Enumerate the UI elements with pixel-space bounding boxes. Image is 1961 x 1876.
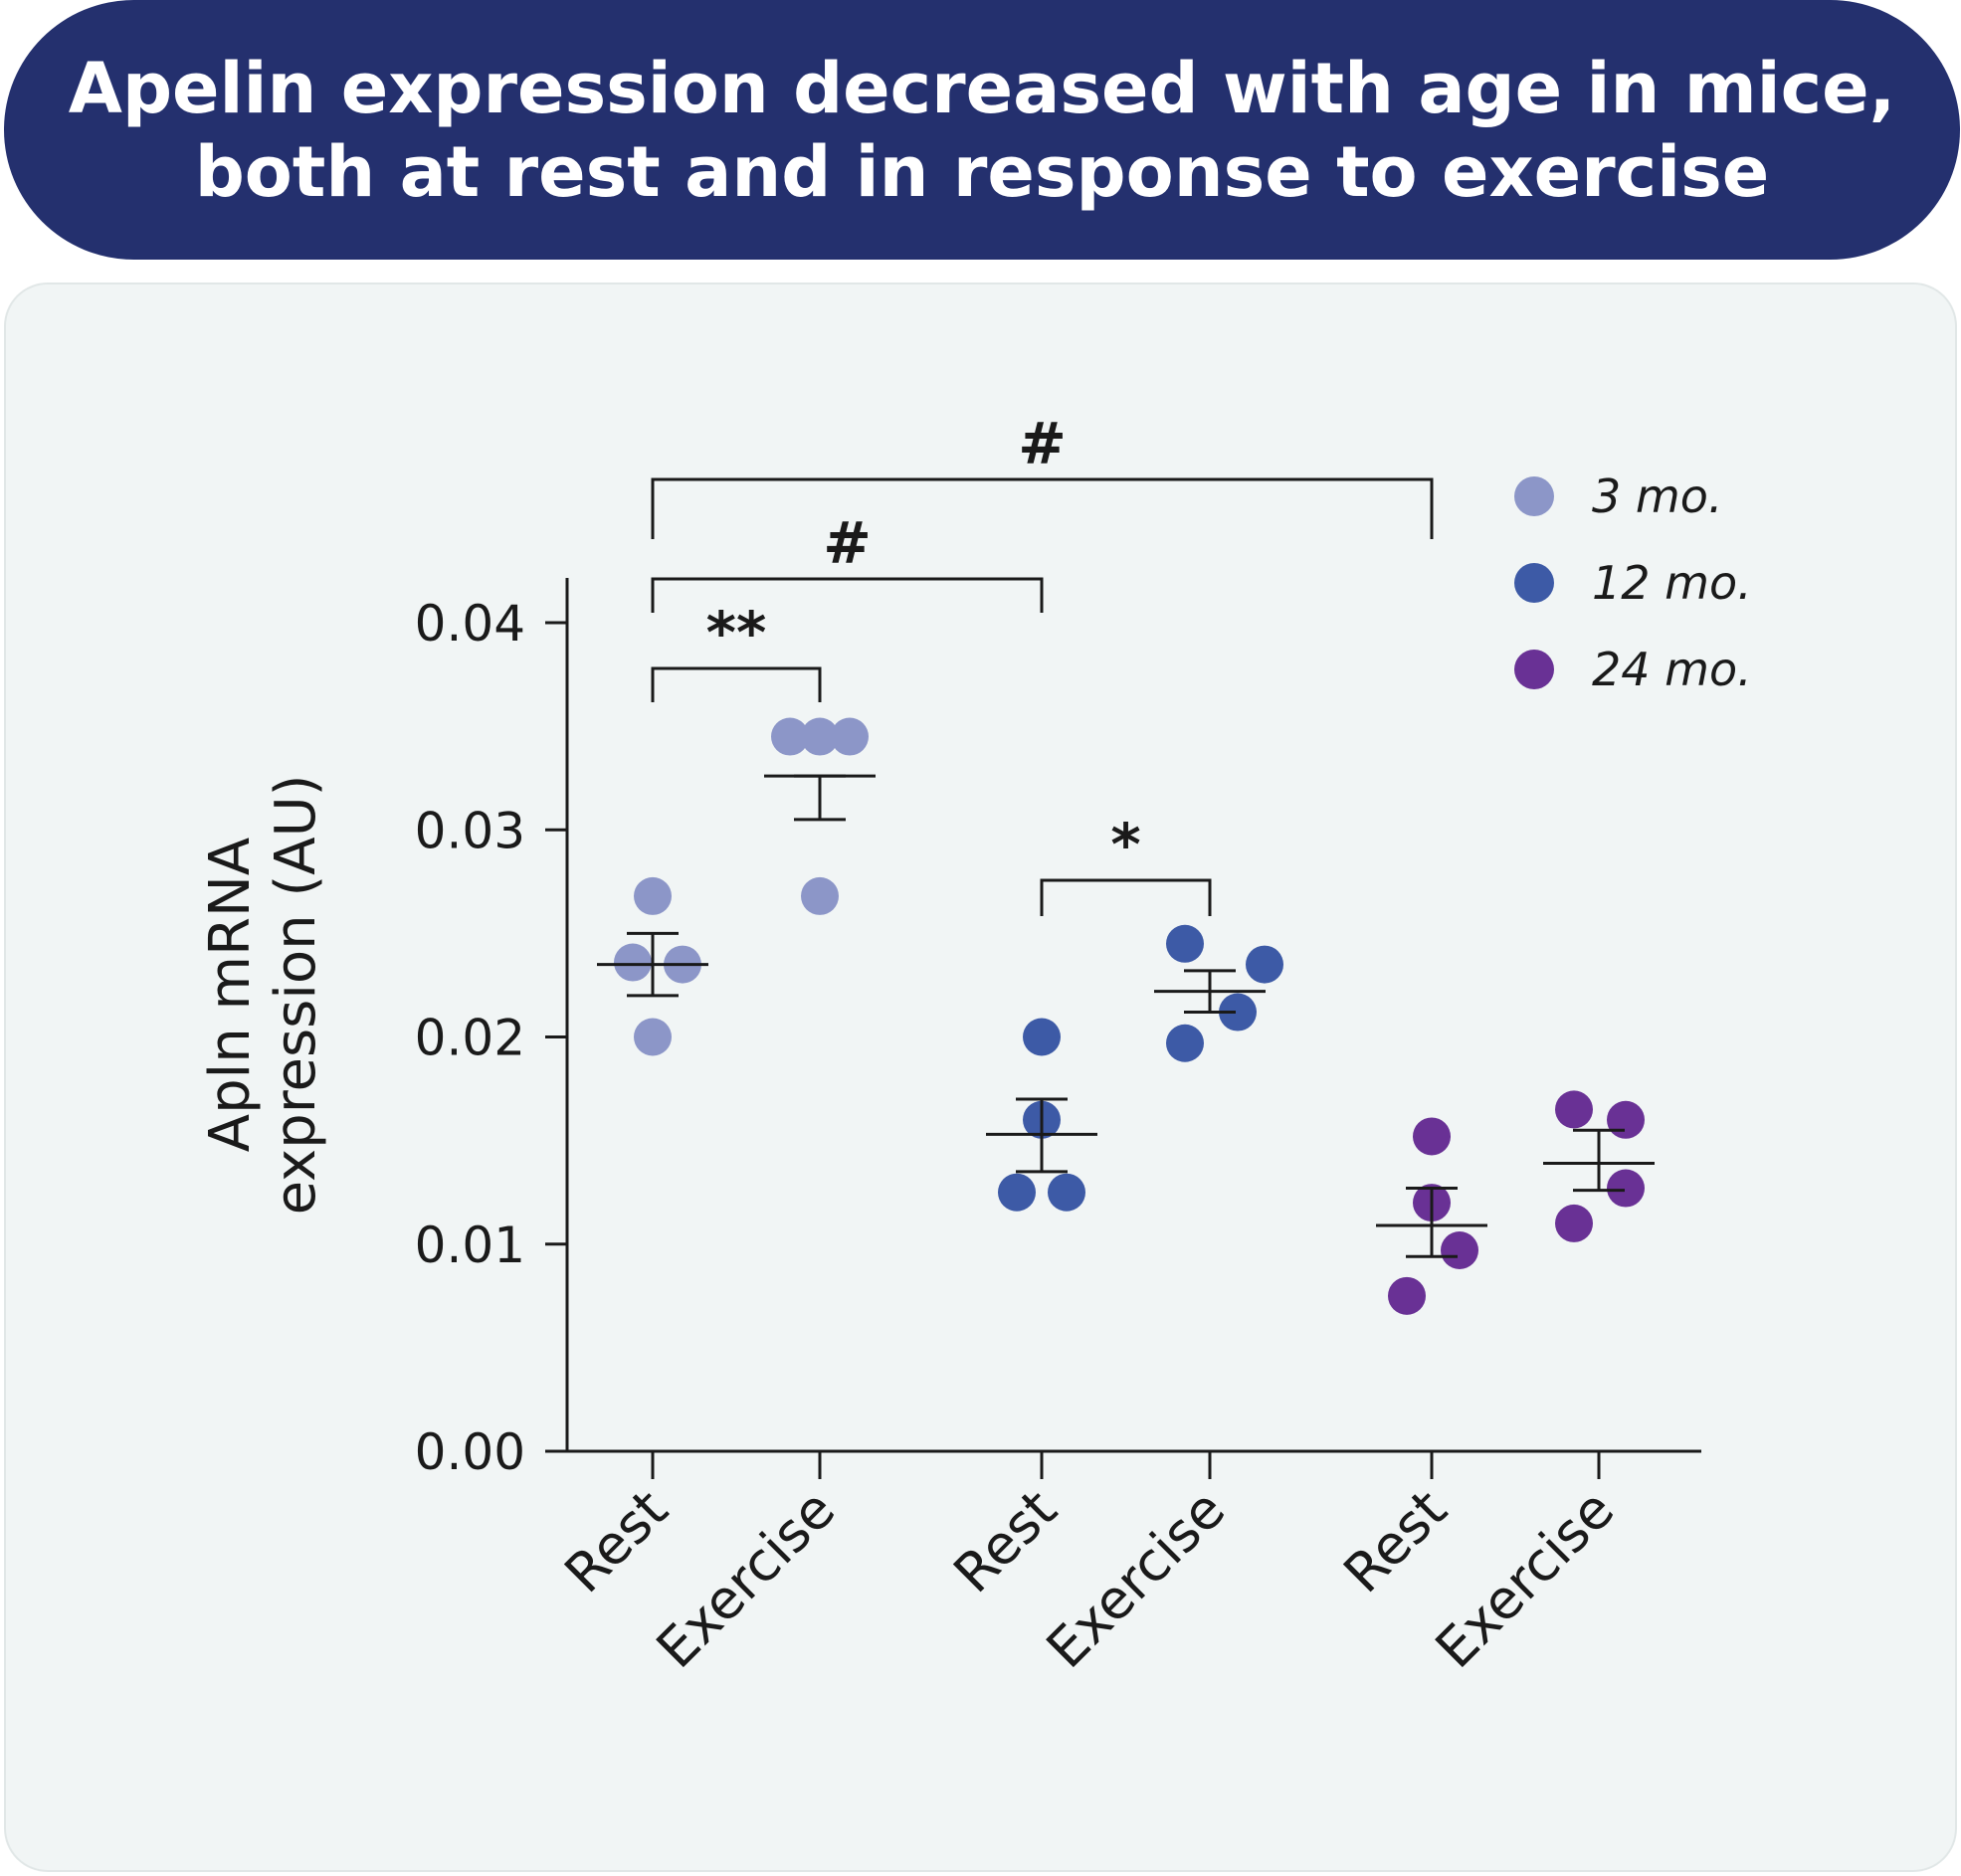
y-tick-label: 0.03 <box>415 802 525 859</box>
x-tick-label: Rest <box>1331 1478 1459 1605</box>
data-point <box>1607 1169 1645 1208</box>
significance-annotations: ***## <box>651 410 1434 916</box>
data-point <box>1555 1090 1593 1129</box>
x-tick-label: Exercise <box>1035 1478 1237 1680</box>
data-point <box>831 717 869 756</box>
data-point <box>1246 945 1283 984</box>
data-point <box>1166 1024 1204 1062</box>
y-axis-title: Apln mRNAexpression (AU) <box>198 775 328 1216</box>
significance-bracket <box>651 477 1434 539</box>
legend-label: 24 mo. <box>1592 643 1752 696</box>
data-point <box>771 717 809 756</box>
significance-label: * <box>1110 811 1140 878</box>
legend: 3 mo. 12 mo. 24 mo. <box>1514 469 1752 696</box>
legend-label: 3 mo. <box>1592 469 1722 523</box>
y-tick-label: 0.01 <box>415 1217 525 1274</box>
data-point <box>1441 1230 1478 1269</box>
y-axis-title-line: expression (AU) <box>264 775 328 1216</box>
axes: 0.00 0.01 0.02 0.03 0.04 Apln mRNAexpression … <box>198 578 1701 1680</box>
chart-panel <box>4 282 1957 1872</box>
data-point <box>634 876 672 915</box>
data-point <box>801 717 839 756</box>
title-banner: Apelin expression decreased with age in … <box>4 0 1960 260</box>
data-point <box>1166 924 1204 963</box>
data-point <box>1048 1173 1085 1212</box>
significance-bracket <box>651 577 1044 613</box>
data-point <box>1219 993 1257 1032</box>
data-point <box>1388 1276 1426 1315</box>
data-point <box>614 943 652 982</box>
data-point <box>1555 1204 1593 1242</box>
data-point <box>998 1173 1036 1212</box>
x-tick-label: Exercise <box>1424 1478 1626 1680</box>
significance-bracket <box>1040 878 1212 916</box>
legend-marker <box>1514 476 1554 516</box>
data-point <box>1023 1018 1061 1056</box>
significance-label: # <box>823 509 872 577</box>
y-tick-label: 0.02 <box>415 1010 525 1067</box>
significance-label: ** <box>706 599 767 666</box>
title-line-1: Apelin expression decreased with age in … <box>68 47 1896 129</box>
chart-title: Apelin expression decreased with age in … <box>69 47 1895 214</box>
significance-label: # <box>1018 410 1067 477</box>
data-point <box>634 1018 672 1056</box>
x-tick-label: Rest <box>552 1478 680 1605</box>
y-tick-label: 0.04 <box>415 595 525 653</box>
data-point <box>1607 1100 1645 1139</box>
legend-label: 12 mo. <box>1592 556 1752 610</box>
y-tick-label: 0.00 <box>415 1423 525 1481</box>
title-line-2: both at rest and in response to exercise <box>194 130 1770 213</box>
data-point <box>801 876 839 915</box>
x-tick-label: Exercise <box>645 1478 847 1680</box>
legend-marker <box>1514 563 1554 603</box>
significance-bracket <box>651 666 822 702</box>
y-axis-title-line: Apln mRNA <box>198 838 263 1152</box>
data-point <box>1413 1117 1451 1156</box>
chart-marks <box>597 717 1655 1315</box>
legend-marker <box>1514 650 1554 689</box>
x-tick-label: Rest <box>941 1478 1069 1605</box>
